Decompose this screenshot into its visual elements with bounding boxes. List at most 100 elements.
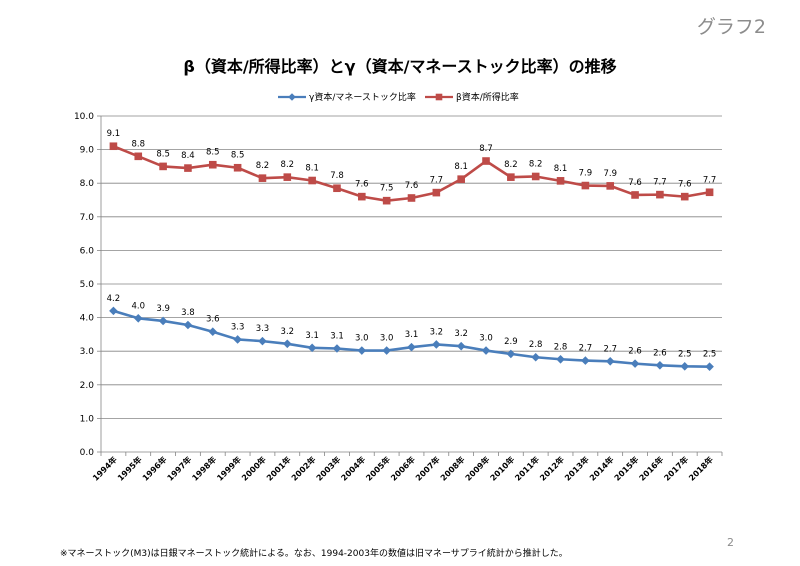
footnote: ※マネーストック(M3)は日銀マネーストック統計による。なお、1994-2003… xyxy=(60,549,568,559)
data-point xyxy=(183,320,193,330)
data-point xyxy=(357,346,367,355)
data-label: 2.7 xyxy=(603,344,617,354)
y-tick-label: 0.0 xyxy=(80,448,95,458)
data-point xyxy=(307,343,317,353)
y-axis: 0.0 1.0 2.0 3.0 4.0 5.0 6.0 7.0 8.0 9.0 10.0 xyxy=(74,112,102,458)
data-label: 3.1 xyxy=(330,332,344,342)
data-label: 7.8 xyxy=(330,171,344,181)
x-tick-label: 2005年 xyxy=(364,454,392,482)
data-label: 8.8 xyxy=(131,139,145,149)
slide-label: グラフ2 xyxy=(696,16,766,38)
y-tick-label: 1.0 xyxy=(80,414,95,424)
data-label: 8.1 xyxy=(305,164,319,174)
data-point xyxy=(158,316,168,326)
x-tick-label: 1999年 xyxy=(215,454,243,482)
data-point xyxy=(358,192,366,201)
data-point xyxy=(680,192,689,201)
data-label: 9.1 xyxy=(107,129,121,139)
data-label: 2.5 xyxy=(678,349,692,359)
data-label: 3.0 xyxy=(380,334,394,344)
data-point xyxy=(481,346,491,355)
data-label: 2.5 xyxy=(703,350,717,360)
legend-label: β資本/所得比率 xyxy=(456,91,519,103)
data-point xyxy=(258,336,267,346)
x-tick-label: 2012年 xyxy=(537,454,565,482)
data-label: 3.9 xyxy=(156,304,170,314)
data-label: 8.2 xyxy=(529,159,543,169)
data-point xyxy=(332,344,342,353)
y-tick-label: 6.0 xyxy=(80,246,95,256)
data-label: 7.6 xyxy=(678,180,692,190)
data-point xyxy=(556,177,565,185)
data-label: 3.0 xyxy=(355,334,369,344)
x-tick-label: 2008年 xyxy=(438,454,466,482)
data-point xyxy=(531,352,540,362)
x-tick-label: 2002年 xyxy=(289,454,317,482)
y-tick-label: 3.0 xyxy=(80,347,95,357)
data-label: 8.1 xyxy=(454,162,468,172)
grid xyxy=(101,115,722,453)
data-label: 8.2 xyxy=(281,160,295,170)
data-label: 2.8 xyxy=(554,342,568,352)
x-tick-label: 2007年 xyxy=(413,454,441,482)
data-point xyxy=(432,340,441,349)
data-label: 7.9 xyxy=(603,169,617,179)
data-point xyxy=(233,163,242,172)
y-tick-label: 8.0 xyxy=(80,179,95,189)
x-tick-label: 2009年 xyxy=(463,454,491,482)
legend-label: γ資本/マネーストック比率 xyxy=(309,91,416,103)
x-tick-label: 2011年 xyxy=(513,454,541,482)
x-tick-label: 2015年 xyxy=(612,454,640,482)
data-point xyxy=(109,306,118,316)
x-tick-label: 2001年 xyxy=(264,454,292,482)
data-point xyxy=(109,142,118,151)
data-label: 3.6 xyxy=(206,315,220,325)
data-point xyxy=(581,181,590,190)
data-label: 3.1 xyxy=(305,331,319,341)
data-point xyxy=(283,173,292,181)
data-labels: 4.2 4.0 3.9 3.8 3.6 3.3 3.3 3.2 3.1 3.1 3.0 3.0 3.1 3… xyxy=(107,129,717,359)
data-point xyxy=(283,339,292,349)
x-tick-label: 2004年 xyxy=(339,454,367,482)
series-layer xyxy=(109,142,714,371)
x-tick-label: 1995年 xyxy=(115,454,143,482)
data-label: 8.2 xyxy=(256,161,270,171)
y-tick-label: 9.0 xyxy=(80,146,95,156)
legend-marker xyxy=(288,93,296,101)
data-point xyxy=(456,341,466,351)
data-label: 3.0 xyxy=(479,334,493,344)
data-point xyxy=(333,184,341,193)
data-point xyxy=(407,342,416,352)
data-point xyxy=(133,313,143,323)
data-label: 7.5 xyxy=(380,184,394,194)
data-point xyxy=(631,191,639,199)
data-label: 7.7 xyxy=(703,175,717,185)
data-point xyxy=(407,194,416,202)
data-point xyxy=(258,174,267,182)
series-line-1 xyxy=(112,145,710,202)
x-tick-label: 1996年 xyxy=(140,454,168,482)
data-label: 8.2 xyxy=(504,160,518,170)
y-tick-label: 4.0 xyxy=(80,314,95,324)
data-point xyxy=(233,335,242,344)
data-label: 3.2 xyxy=(430,327,444,337)
data-point xyxy=(382,196,391,205)
data-label: 8.4 xyxy=(181,151,195,161)
data-label: 2.6 xyxy=(653,348,667,358)
data-point xyxy=(655,361,665,370)
data-point xyxy=(184,164,192,172)
chart-title: β（資本/所得比率）とγ（資本/マネーストック比率）の推移 xyxy=(183,57,616,76)
data-point xyxy=(208,160,217,169)
data-label: 7.7 xyxy=(653,178,667,188)
data-point xyxy=(605,356,615,366)
data-point xyxy=(134,152,143,161)
data-point xyxy=(606,182,615,190)
data-point xyxy=(507,173,515,181)
data-point xyxy=(680,362,690,371)
data-point xyxy=(581,356,590,365)
data-label: 3.1 xyxy=(405,330,419,340)
x-tick-label: 1998年 xyxy=(190,454,218,482)
data-label: 7.6 xyxy=(628,178,642,188)
data-point xyxy=(457,175,465,183)
